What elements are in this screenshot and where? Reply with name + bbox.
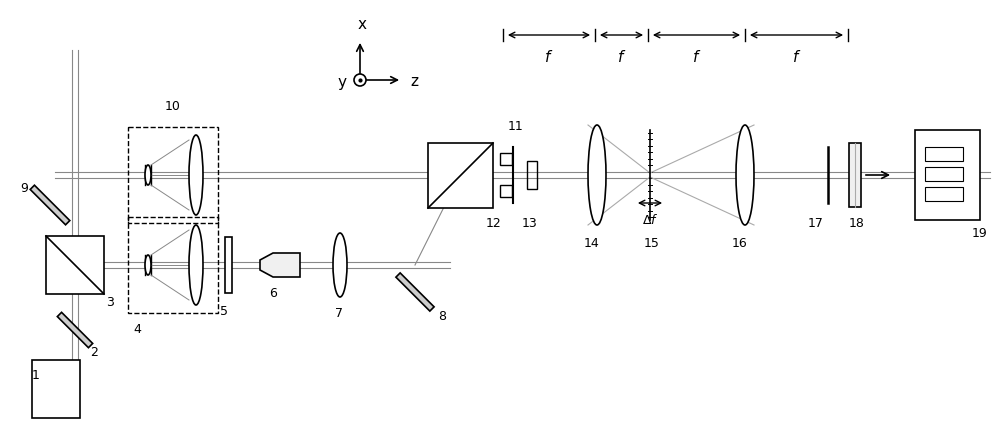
- Ellipse shape: [189, 135, 203, 215]
- Polygon shape: [30, 185, 70, 225]
- Text: x: x: [358, 17, 366, 32]
- Text: 6: 6: [269, 287, 277, 300]
- Text: $f$: $f$: [544, 49, 554, 65]
- Text: 16: 16: [732, 237, 748, 250]
- Text: 2: 2: [90, 346, 98, 359]
- Text: $f$: $f$: [692, 49, 701, 65]
- Text: 13: 13: [522, 217, 538, 230]
- Text: 14: 14: [584, 237, 600, 250]
- Text: $f$: $f$: [792, 49, 801, 65]
- Text: 11: 11: [508, 120, 524, 133]
- Bar: [128, 127, 218, 223]
- Text: 7: 7: [335, 307, 343, 320]
- Text: y: y: [337, 75, 346, 89]
- Bar: [849, 143, 861, 207]
- Text: 4: 4: [133, 323, 141, 336]
- Text: 1: 1: [32, 368, 40, 382]
- Bar: [128, 217, 218, 313]
- Bar: [925, 167, 963, 181]
- Text: 19: 19: [972, 227, 988, 240]
- Text: $f$: $f$: [617, 49, 626, 65]
- Text: z: z: [410, 75, 418, 89]
- Text: 3: 3: [106, 296, 114, 309]
- Ellipse shape: [588, 125, 606, 225]
- Bar: [225, 237, 232, 293]
- Polygon shape: [396, 273, 434, 311]
- Text: 9: 9: [20, 182, 28, 195]
- Polygon shape: [57, 312, 93, 347]
- Text: 15: 15: [644, 237, 660, 250]
- Text: 18: 18: [849, 217, 865, 230]
- Ellipse shape: [736, 125, 754, 225]
- Bar: [915, 130, 980, 220]
- Polygon shape: [260, 253, 300, 277]
- Bar: [32, 360, 80, 418]
- Bar: [527, 161, 537, 189]
- Text: 10: 10: [165, 100, 181, 113]
- Bar: [925, 187, 963, 201]
- Bar: [500, 185, 512, 197]
- Ellipse shape: [189, 225, 203, 305]
- Ellipse shape: [145, 165, 151, 185]
- Circle shape: [354, 74, 366, 86]
- Bar: [46, 236, 104, 294]
- Text: 17: 17: [808, 217, 824, 230]
- Bar: [428, 143, 493, 208]
- Ellipse shape: [333, 233, 347, 297]
- Text: 5: 5: [220, 305, 228, 318]
- Ellipse shape: [145, 255, 151, 275]
- Bar: [500, 153, 512, 165]
- Bar: [925, 147, 963, 161]
- Text: 12: 12: [486, 217, 502, 230]
- Text: $\Delta f$: $\Delta f$: [642, 213, 658, 227]
- Text: 8: 8: [438, 310, 446, 323]
